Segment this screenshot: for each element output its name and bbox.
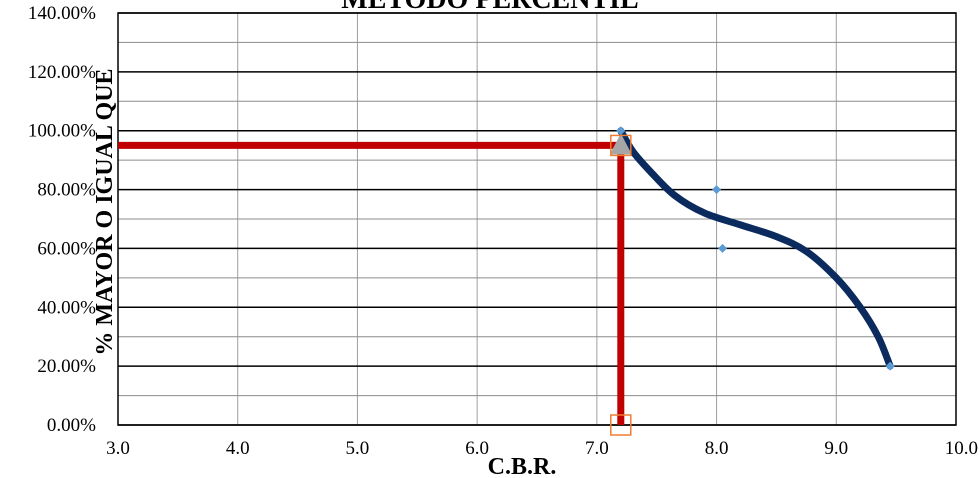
marker-square-1 (610, 134, 632, 157)
x-tick-label-4: 7.0 (585, 438, 609, 459)
y-tick-label-4: 80.00% (37, 180, 96, 201)
y-tick-label-5: 100.00% (28, 121, 96, 142)
y-tick-label-6: 120.00% (28, 62, 96, 83)
y-tick-label-2: 40.00% (37, 297, 96, 318)
data-point-1 (712, 185, 722, 195)
data-point-2 (718, 243, 728, 253)
y-tick-label-3: 60.00% (37, 238, 96, 259)
trendline (617, 127, 894, 370)
data-point-3 (885, 361, 895, 371)
data-point-0 (616, 126, 626, 136)
x-tick-label-5: 8.0 (705, 438, 729, 459)
x-tick-label-7: 10.0 (945, 438, 978, 459)
marker-square-2 (610, 414, 632, 436)
y-tick-label-0: 0.00% (47, 415, 96, 436)
x-tick-label-2: 5.0 (346, 438, 370, 459)
grid (117, 12, 957, 426)
reference-lines (118, 141, 625, 425)
x-axis-title: C.B.R. (488, 454, 557, 478)
marker-triangle-0 (609, 133, 632, 155)
y-tick-labels: 0.00% 20.00% 40.00% 60.00% 80.00% 100.00% 120.… (28, 3, 96, 436)
plot-frame (117, 12, 957, 426)
y-tick-label-1: 20.00% (37, 356, 96, 377)
x-tick-label-6: 9.0 (824, 438, 848, 459)
data-points (616, 126, 895, 371)
markers (609, 133, 632, 436)
y-tick-label-7: 140.00% (28, 3, 96, 24)
y-axis-title: % MAYOR O IGUAL QUE (92, 68, 118, 355)
x-tick-labels: 3.0 4.0 5.0 6.0 7.0 8.0 9.0 10.0 (106, 438, 978, 459)
x-tick-label-0: 3.0 (106, 438, 130, 459)
chart-title: MÉTODO PERCENTIL (341, 0, 638, 15)
x-tick-label-3: 6.0 (465, 438, 489, 459)
x-tick-label-1: 4.0 (226, 438, 250, 459)
